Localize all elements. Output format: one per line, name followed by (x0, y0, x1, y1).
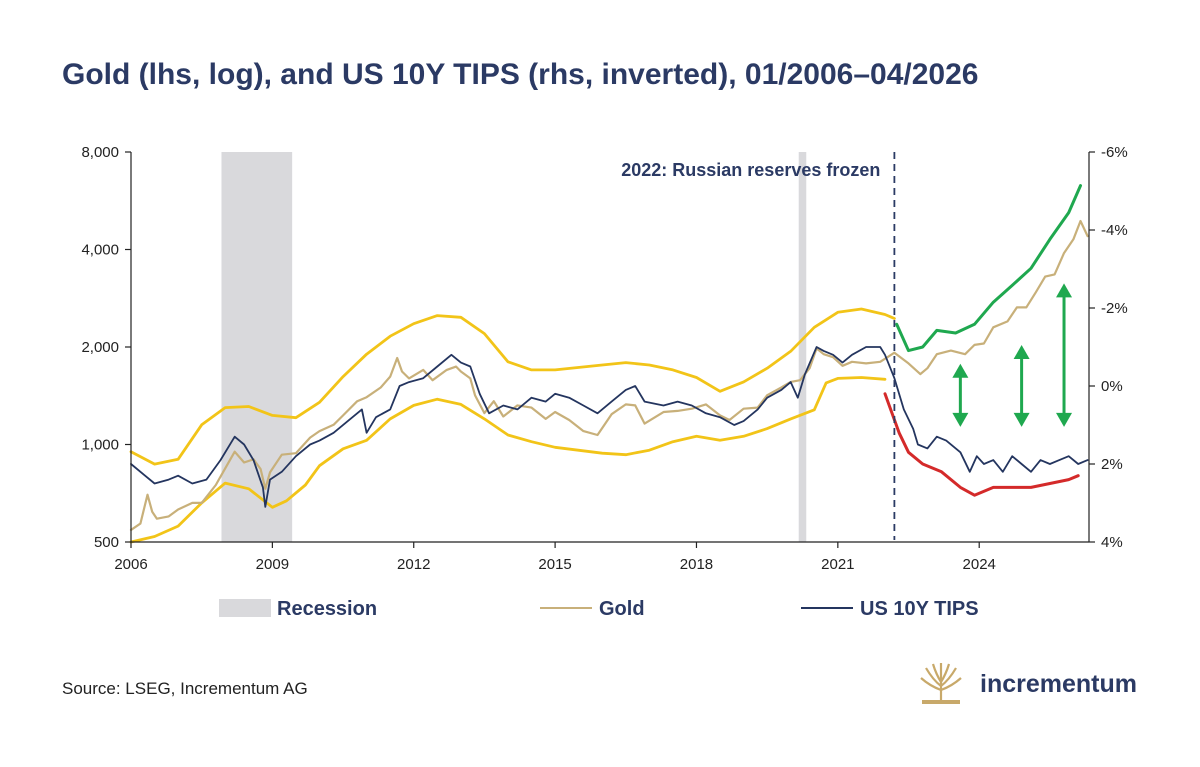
annotation-label: 2022: Russian reserves frozen (621, 160, 880, 180)
source-note: Source: LSEG, Incrementum AG (62, 679, 308, 698)
y-right-tick-label-5: 4% (1101, 534, 1123, 551)
chart-title: Gold (lhs, log), and US 10Y TIPS (rhs, i… (62, 58, 979, 91)
x-tick-label-2021: 2021 (821, 556, 854, 573)
legend-tips-label: US 10Y TIPS (860, 598, 979, 620)
y-right-tick-label-0: -6% (1101, 144, 1128, 161)
lower-band-line (129, 376, 887, 544)
x-tick-label-2009: 2009 (256, 556, 289, 573)
double-arrow-0 (952, 363, 969, 427)
upper-channel-line (895, 184, 1082, 353)
series-lines (129, 219, 1089, 531)
y-left-tick-label-2: 2,000 (81, 339, 119, 356)
recession-bar-1 (798, 152, 807, 542)
band-lines (129, 184, 1082, 544)
x-tick-label-2024: 2024 (963, 556, 996, 573)
brand-name: incrementum (980, 670, 1137, 698)
x-tick-label-2015: 2015 (538, 556, 571, 573)
upper-band-line (129, 307, 896, 466)
arrows (952, 283, 1073, 427)
y-right-tick-label-2: -2% (1101, 300, 1128, 317)
x-tick-label-2012: 2012 (397, 556, 430, 573)
double-arrow-1 (1013, 345, 1030, 427)
lower-channel-line (883, 392, 1080, 497)
gold-line (129, 219, 1089, 531)
recession-shading (221, 152, 807, 542)
y-left-tick-label-4: 8,000 (81, 144, 119, 161)
brand: incrementum (918, 660, 1148, 706)
x-tick-label-2006: 2006 (114, 556, 147, 573)
axis-ticks: 2006 2009 2012 2015 2018 2021 2024 500 1,000 2,00… (81, 144, 1127, 573)
y-right-tick-label-3: 0% (1101, 378, 1123, 395)
y-left-tick-label-3: 4,000 (81, 242, 119, 259)
legend-recession-label: Recession (277, 598, 377, 620)
y-right-tick-label-4: 2% (1101, 456, 1123, 473)
y-right-tick-label-1: -4% (1101, 222, 1128, 239)
legend: Recession Gold US 10Y TIPS (219, 598, 979, 620)
y-left-tick-label-0: 500 (94, 534, 119, 551)
recession-bar-0 (221, 152, 293, 542)
double-arrow-2 (1056, 283, 1073, 427)
tips-line (130, 346, 1089, 508)
x-tick-label-2018: 2018 (680, 556, 713, 573)
y-left-tick-label-1: 1,000 (81, 437, 119, 454)
legend-gold-label: Gold (599, 598, 645, 620)
tree-logo-icon (920, 663, 962, 704)
legend-recession-swatch (219, 599, 271, 617)
